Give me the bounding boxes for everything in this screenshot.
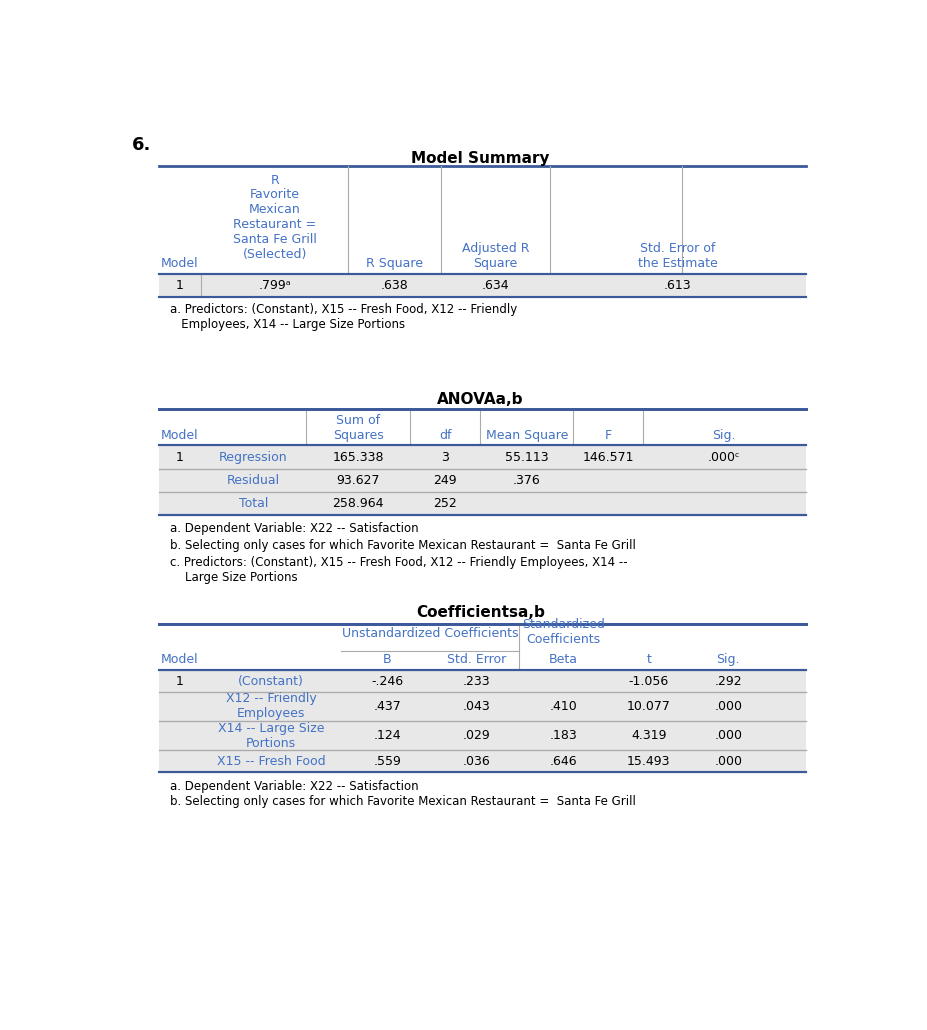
Text: b. Selecting only cases for which Favorite Mexican Restaurant =  Santa Fe Grill: b. Selecting only cases for which Favori… — [170, 540, 635, 552]
Text: .410: .410 — [549, 700, 577, 713]
Text: 249: 249 — [433, 474, 457, 486]
Text: 15.493: 15.493 — [627, 755, 670, 767]
Text: X12 -- Friendly
Employees: X12 -- Friendly Employees — [225, 692, 316, 721]
Text: 1: 1 — [176, 675, 184, 688]
Bar — [159, 671, 805, 692]
Bar — [159, 445, 805, 469]
Bar — [159, 721, 805, 751]
Text: ANOVAa,b: ANOVAa,b — [437, 391, 523, 407]
Text: .559: .559 — [373, 755, 400, 767]
Text: Sig.: Sig. — [716, 653, 739, 666]
Text: Std. Error: Std. Error — [446, 653, 505, 666]
Bar — [159, 274, 805, 297]
Bar — [159, 751, 805, 771]
Text: Model Summary: Model Summary — [411, 150, 549, 166]
Text: 4.319: 4.319 — [630, 729, 666, 743]
Text: 3: 3 — [441, 450, 449, 464]
Text: a. Dependent Variable: X22 -- Satisfaction: a. Dependent Variable: X22 -- Satisfacti… — [170, 780, 418, 793]
Text: 6.: 6. — [132, 136, 151, 154]
Text: Standardized
Coefficients: Standardized Coefficients — [522, 618, 604, 646]
Text: .634: .634 — [481, 279, 509, 291]
Text: Sig.: Sig. — [712, 428, 735, 442]
Text: -.246: -.246 — [371, 675, 403, 688]
Text: Sum of
Squares: Sum of Squares — [333, 414, 383, 442]
Text: Std. Error of
the Estimate: Std. Error of the Estimate — [638, 242, 717, 270]
Text: F: F — [603, 428, 611, 442]
Text: Unstandardized Coefficients: Unstandardized Coefficients — [341, 627, 517, 640]
Text: .646: .646 — [549, 755, 577, 767]
Text: X14 -- Large Size
Portions: X14 -- Large Size Portions — [218, 722, 324, 750]
Text: .043: .043 — [462, 700, 489, 713]
Text: .000: .000 — [714, 755, 742, 767]
Bar — [159, 692, 805, 721]
Text: Adjusted R
Square: Adjusted R Square — [462, 242, 529, 270]
Text: 1: 1 — [176, 450, 184, 464]
Text: 93.627: 93.627 — [337, 474, 379, 486]
Text: c. Predictors: (Constant), X15 -- Fresh Food, X12 -- Friendly Employees, X14 --
: c. Predictors: (Constant), X15 -- Fresh … — [170, 556, 628, 584]
Text: .613: .613 — [664, 279, 691, 291]
Text: .233: .233 — [462, 675, 489, 688]
Text: B: B — [383, 653, 391, 666]
Text: df: df — [438, 428, 451, 442]
Text: 165.338: 165.338 — [332, 450, 384, 464]
Text: Model: Model — [161, 653, 198, 666]
Text: 258.964: 258.964 — [332, 496, 384, 510]
Text: a. Predictors: (Constant), X15 -- Fresh Food, X12 -- Friendly
   Employees, X14 : a. Predictors: (Constant), X15 -- Fresh … — [170, 303, 517, 331]
Text: .638: .638 — [381, 279, 409, 291]
Text: .000ᶜ: .000ᶜ — [707, 450, 740, 464]
Text: Model: Model — [161, 256, 198, 270]
Text: R: R — [270, 174, 279, 186]
Text: .036: .036 — [462, 755, 489, 767]
Text: 10.077: 10.077 — [627, 700, 670, 713]
Text: .437: .437 — [373, 700, 400, 713]
Text: 55.113: 55.113 — [504, 450, 548, 464]
Text: Favorite
Mexican
Restaurant =
Santa Fe Grill
(Selected): Favorite Mexican Restaurant = Santa Fe G… — [233, 187, 316, 261]
Text: 1: 1 — [176, 279, 184, 291]
Text: (Constant): (Constant) — [238, 675, 304, 688]
Text: t: t — [646, 653, 651, 666]
Text: 146.571: 146.571 — [582, 450, 633, 464]
Text: .000: .000 — [714, 700, 742, 713]
Text: X15 -- Fresh Food: X15 -- Fresh Food — [216, 755, 325, 767]
Text: Model: Model — [161, 428, 198, 442]
Text: b. Selecting only cases for which Favorite Mexican Restaurant =  Santa Fe Grill: b. Selecting only cases for which Favori… — [170, 795, 635, 809]
Text: .124: .124 — [373, 729, 400, 743]
Text: Total: Total — [238, 496, 268, 510]
Text: -1.056: -1.056 — [628, 675, 668, 688]
Text: a. Dependent Variable: X22 -- Satisfaction: a. Dependent Variable: X22 -- Satisfacti… — [170, 522, 418, 536]
Text: Residual: Residual — [227, 474, 280, 486]
Text: .799ᵃ: .799ᵃ — [259, 279, 291, 291]
Text: Mean Square: Mean Square — [485, 428, 567, 442]
Text: .292: .292 — [714, 675, 742, 688]
Text: R Square: R Square — [366, 256, 423, 270]
Text: Beta: Beta — [549, 653, 578, 666]
Bar — [159, 491, 805, 515]
Text: .183: .183 — [549, 729, 577, 743]
Text: .376: .376 — [513, 474, 540, 486]
Bar — [159, 469, 805, 491]
Text: .029: .029 — [462, 729, 489, 743]
Text: .000: .000 — [714, 729, 742, 743]
Text: Coefficientsa,b: Coefficientsa,b — [415, 605, 544, 620]
Text: 252: 252 — [433, 496, 457, 510]
Text: Regression: Regression — [219, 450, 287, 464]
